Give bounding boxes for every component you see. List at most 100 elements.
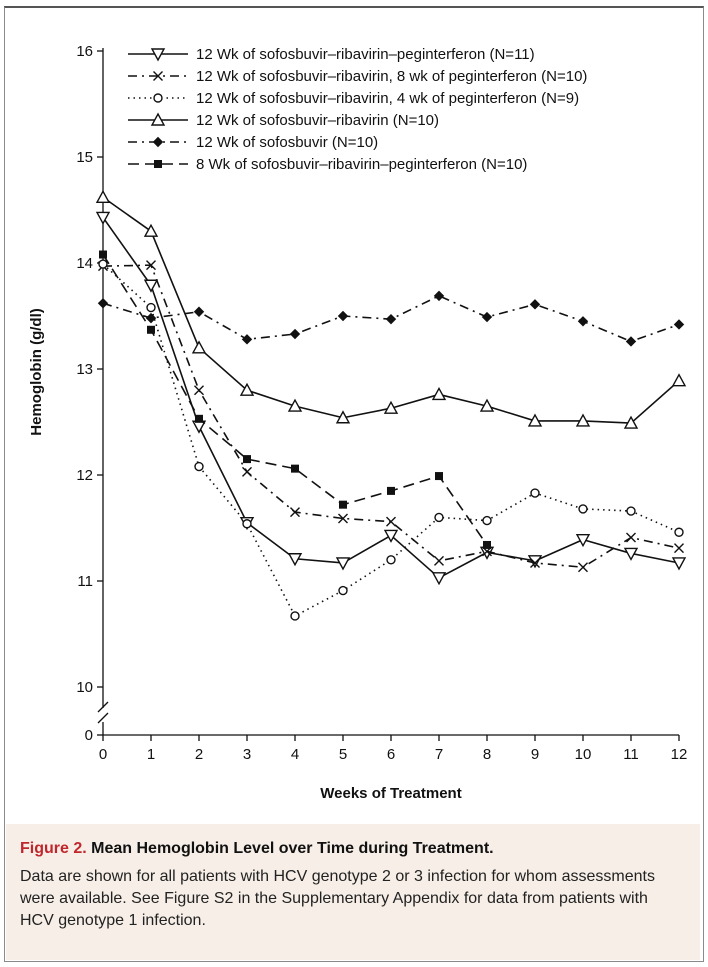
legend-label: 12 Wk of sofosbuvir–ribavirin, 8 wk of p… [196, 68, 587, 85]
data-point [527, 413, 543, 427]
data-point [433, 290, 445, 302]
series-lines [95, 189, 687, 621]
data-point [575, 533, 591, 548]
data-point [242, 519, 252, 529]
y-tick-label: 13 [76, 361, 93, 378]
series-2 [98, 260, 684, 573]
x-tick-label: 6 [387, 746, 395, 763]
data-point [578, 504, 588, 514]
y-tick-label: 11 [77, 573, 93, 590]
data-point [337, 310, 349, 322]
legend-entry-4: 12 Wk of sofosbuvir–ribavirin (N=10) [128, 112, 439, 129]
data-point [575, 413, 591, 427]
y-tick-label: 15 [76, 149, 93, 166]
legend-label: 12 Wk of sofosbuvir–ribavirin (N=10) [196, 112, 439, 129]
x-tick-label: 1 [147, 746, 155, 763]
x-tick-label: 5 [339, 746, 347, 763]
caption-heading: Mean Hemoglobin Level over Time during T… [91, 840, 494, 857]
data-point [383, 529, 399, 543]
data-point [383, 400, 399, 414]
caption-figure-label: Figure 2. [20, 840, 87, 857]
legend-entry-5: 12 Wk of sofosbuvir (N=10) [128, 134, 378, 151]
data-point [150, 48, 166, 62]
legend-entry-1: 12 Wk of sofosbuvir–ribavirin–peginterfe… [128, 46, 535, 63]
x-tick-label: 12 [671, 746, 688, 763]
data-point [626, 532, 636, 543]
x-tick-label: 11 [623, 746, 639, 763]
data-point [97, 298, 109, 309]
y-tick-label: 0 [85, 727, 93, 744]
x-axis-label: Weeks of Treatment [320, 785, 461, 802]
axis-break-mark [97, 701, 109, 713]
data-point [435, 472, 443, 481]
data-point [626, 506, 636, 516]
data-point [291, 464, 299, 473]
data-point [527, 555, 543, 569]
data-point [623, 415, 639, 429]
data-point [150, 112, 166, 126]
series-line [102, 216, 680, 579]
data-point [153, 93, 163, 103]
data-point [434, 555, 444, 566]
data-point [195, 414, 203, 423]
data-point [146, 302, 156, 313]
data-point [482, 515, 492, 526]
data-point [386, 516, 396, 527]
y-tick-label: 12 [76, 467, 93, 484]
data-point [385, 313, 397, 325]
data-point [434, 512, 444, 523]
data-point [577, 316, 589, 327]
data-point [671, 557, 687, 571]
data-point [152, 136, 164, 148]
data-point [287, 398, 303, 412]
data-point [530, 557, 540, 568]
data-point [95, 189, 111, 203]
data-point [98, 259, 108, 269]
data-point [387, 486, 395, 495]
data-point [529, 299, 541, 310]
data-point [673, 319, 685, 330]
data-point [338, 513, 348, 524]
data-point [481, 311, 493, 323]
x-tick-label: 8 [483, 746, 491, 763]
data-point [483, 540, 491, 549]
data-point [386, 555, 396, 565]
data-point [239, 382, 255, 396]
data-point [191, 340, 207, 354]
y-tick-label: 10 [76, 679, 93, 696]
legend-entry-6: 8 Wk of sofosbuvir–ribavirin–peginterfer… [128, 156, 527, 173]
data-point [338, 585, 348, 596]
data-point [479, 398, 495, 412]
data-point [242, 466, 252, 477]
x-tick-label: 10 [575, 746, 592, 763]
legend-label: 12 Wk of sofosbuvir–ribavirin, 4 wk of p… [196, 90, 579, 107]
data-point [194, 385, 204, 396]
data-point [335, 557, 351, 571]
caption-text: Data are shown for all patients with HCV… [20, 868, 655, 929]
legend-label: 12 Wk of sofosbuvir (N=10) [196, 134, 378, 151]
legend-entry-3: 12 Wk of sofosbuvir–ribavirin, 4 wk of p… [128, 90, 579, 107]
x-tick-label: 4 [291, 746, 299, 763]
x-tick-label: 2 [195, 746, 203, 763]
data-point [143, 223, 159, 237]
figure-frame [4, 6, 704, 962]
x-tick-label: 9 [531, 746, 539, 763]
caption-title: Figure 2. Mean Hemoglobin Level over Tim… [20, 838, 686, 860]
figure-caption: Figure 2. Mean Hemoglobin Level over Tim… [6, 824, 700, 960]
data-point [193, 306, 205, 317]
legend-label: 8 Wk of sofosbuvir–ribavirin–peginterfer… [196, 156, 527, 173]
data-point [145, 312, 157, 324]
x-tick-label: 0 [99, 746, 107, 763]
y-axis-label: Hemoglobin (g/dl) [28, 308, 45, 435]
series-3 [98, 259, 684, 621]
data-point [243, 455, 251, 464]
series-line [102, 196, 680, 424]
data-point [143, 279, 159, 293]
legend: 12 Wk of sofosbuvir–ribavirin–peginterfe… [128, 46, 587, 173]
data-point [147, 325, 155, 334]
x-tick-label: 3 [243, 746, 251, 763]
series-6 [99, 250, 491, 549]
data-point [194, 461, 204, 472]
